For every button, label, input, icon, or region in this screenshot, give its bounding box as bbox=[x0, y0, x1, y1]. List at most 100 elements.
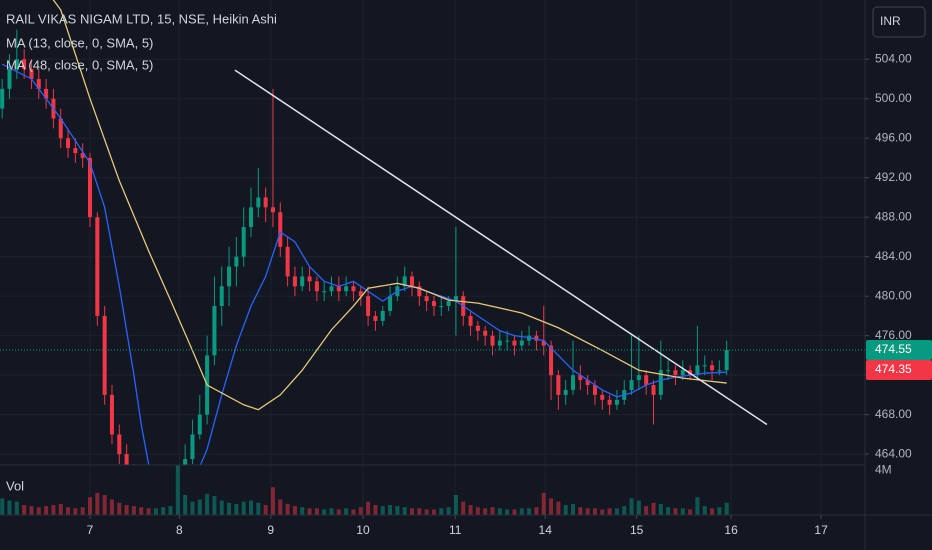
candle-body bbox=[95, 217, 100, 316]
volume-bar bbox=[14, 501, 19, 515]
volume-bar bbox=[124, 505, 129, 515]
volume-bar bbox=[409, 508, 415, 515]
volume-bar bbox=[139, 507, 144, 515]
volume-bar bbox=[402, 507, 407, 515]
volume-bar bbox=[80, 507, 85, 515]
candle-body bbox=[300, 276, 305, 287]
y-tick-label: 468.00 bbox=[875, 407, 912, 421]
candle-body bbox=[307, 276, 312, 282]
candle-body bbox=[241, 227, 246, 257]
volume-bar bbox=[109, 499, 114, 515]
candle-body bbox=[248, 207, 254, 228]
candle-body bbox=[263, 197, 268, 208]
candle-body bbox=[505, 340, 510, 342]
volume-bar bbox=[0, 498, 5, 515]
candle-body bbox=[409, 276, 415, 287]
volume-bar bbox=[388, 505, 393, 515]
volume-bar bbox=[497, 508, 502, 515]
candle-body bbox=[600, 394, 605, 400]
volume-bar bbox=[278, 499, 283, 515]
x-tick-label: 11 bbox=[449, 523, 462, 537]
volume-bar bbox=[666, 507, 671, 515]
candle-body bbox=[592, 385, 597, 395]
volume-bar bbox=[329, 508, 334, 515]
volume-bar bbox=[453, 495, 458, 515]
candle-body bbox=[453, 296, 458, 302]
volume-bar bbox=[51, 505, 56, 515]
volume-bar bbox=[629, 498, 634, 515]
x-tick-label: 17 bbox=[814, 523, 828, 537]
volume-bar bbox=[622, 506, 627, 515]
volume-bar bbox=[549, 498, 554, 515]
volume-bar bbox=[475, 507, 480, 515]
candle-body bbox=[270, 207, 275, 213]
candle-body bbox=[483, 330, 488, 336]
y-tick-label: 492.00 bbox=[875, 170, 912, 184]
volume-bar bbox=[322, 509, 327, 515]
candle-body bbox=[534, 335, 539, 341]
volume-bar bbox=[161, 507, 166, 515]
candle-body bbox=[373, 315, 378, 321]
volume-bar bbox=[439, 508, 444, 515]
candle-body bbox=[680, 370, 685, 376]
volume-bar bbox=[636, 500, 641, 515]
candle-body bbox=[717, 370, 722, 372]
volume-bar bbox=[724, 502, 729, 515]
candle-body bbox=[570, 375, 576, 390]
volume-bar bbox=[212, 496, 217, 515]
volume-bar bbox=[22, 505, 27, 515]
candle-body bbox=[402, 276, 407, 287]
volume-bar bbox=[461, 501, 466, 515]
candle-body bbox=[541, 340, 546, 346]
axes: 464.00468.00472.00476.00480.00484.00488.… bbox=[87, 51, 932, 537]
candle-body bbox=[234, 256, 239, 267]
currency-button[interactable] bbox=[872, 6, 926, 38]
volume-bar bbox=[358, 507, 363, 515]
volume-bar bbox=[570, 503, 576, 515]
candle-body bbox=[351, 286, 356, 292]
candle-body bbox=[651, 385, 656, 395]
legend-entry: MA (48, close, 0, SMA, 5) bbox=[6, 57, 153, 72]
y-tick-label: 488.00 bbox=[875, 209, 912, 223]
candle-body bbox=[102, 315, 107, 395]
volume-bar bbox=[417, 508, 422, 515]
volume-bar bbox=[344, 508, 349, 515]
price-tag-label: 474.35 bbox=[875, 362, 912, 376]
volume-bar bbox=[512, 509, 517, 515]
volume-bar bbox=[307, 508, 312, 515]
candle-body bbox=[497, 340, 502, 346]
candle-body bbox=[80, 153, 85, 158]
volume-bar bbox=[7, 500, 12, 515]
candle-body bbox=[124, 454, 129, 465]
volume-bar bbox=[695, 497, 700, 515]
volume-bar bbox=[102, 495, 107, 515]
candle-body bbox=[285, 246, 290, 277]
volume-bar bbox=[431, 509, 436, 515]
candle-body bbox=[475, 325, 480, 331]
candle-body bbox=[336, 286, 341, 292]
volume-label: Vol bbox=[6, 478, 24, 493]
volume-bar bbox=[351, 509, 356, 515]
candle-body bbox=[585, 380, 590, 386]
candle-body bbox=[549, 345, 554, 376]
candle-body bbox=[190, 434, 195, 460]
x-tick-label: 10 bbox=[356, 523, 370, 537]
candle-body bbox=[212, 306, 217, 356]
volume-bar bbox=[483, 508, 488, 515]
volume-bar bbox=[614, 508, 619, 515]
x-tick-label: 9 bbox=[267, 523, 274, 537]
candle-body bbox=[380, 310, 385, 321]
candle-body bbox=[117, 434, 122, 455]
candle-body bbox=[556, 375, 561, 395]
volume-bar bbox=[688, 509, 693, 515]
price-pane bbox=[0, 0, 865, 465]
candle-body bbox=[358, 291, 363, 297]
candle-body bbox=[44, 88, 49, 99]
candle-body bbox=[66, 138, 71, 149]
candle-body bbox=[446, 301, 451, 307]
price-tag bbox=[866, 359, 932, 380]
currency-label[interactable]: INR bbox=[880, 14, 901, 28]
